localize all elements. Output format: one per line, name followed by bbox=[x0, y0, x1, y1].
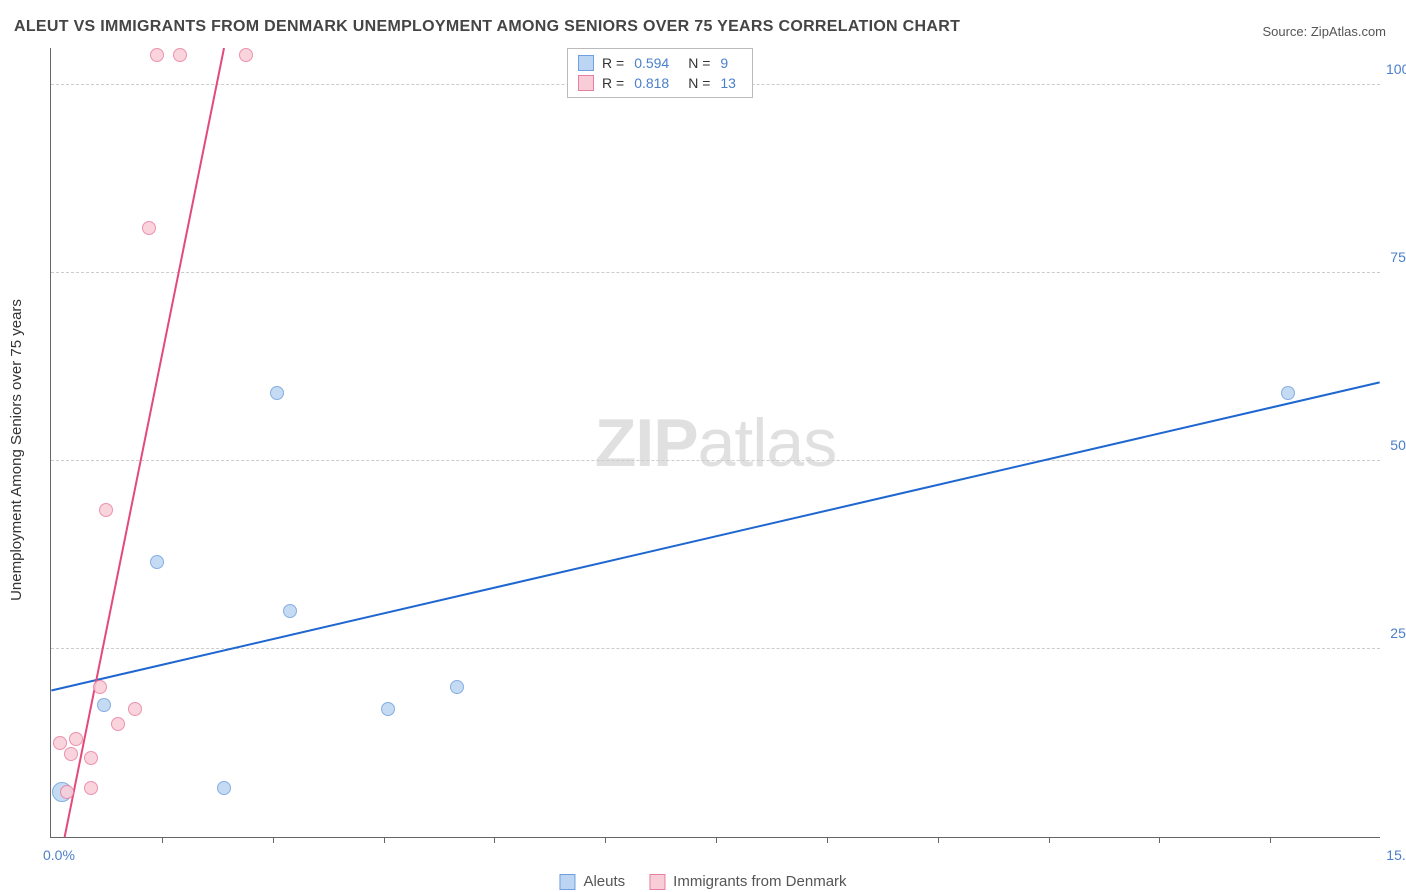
chart-plot-area: ZIPatlas 25.0%50.0%75.0%100.0%0.0%15.0% bbox=[50, 48, 1380, 838]
data-point bbox=[97, 698, 111, 712]
legend-r-value: 0.818 bbox=[634, 75, 680, 91]
data-point bbox=[128, 702, 142, 716]
y-tick-label: 50.0% bbox=[1386, 437, 1406, 453]
data-point bbox=[217, 781, 231, 795]
data-point bbox=[111, 717, 125, 731]
data-point bbox=[84, 751, 98, 765]
legend-n-value: 13 bbox=[720, 75, 742, 91]
legend-series: Aleuts Immigrants from Denmark bbox=[559, 873, 846, 890]
legend-r-label: R = bbox=[602, 55, 624, 71]
trend-line bbox=[65, 48, 224, 837]
x-tick bbox=[605, 837, 606, 843]
x-tick bbox=[1049, 837, 1050, 843]
legend-swatch bbox=[578, 55, 594, 71]
legend-swatch bbox=[649, 874, 665, 890]
data-point bbox=[173, 48, 187, 62]
data-point bbox=[239, 48, 253, 62]
x-tick bbox=[1270, 837, 1271, 843]
legend-n-label: N = bbox=[688, 75, 710, 91]
y-tick-label: 100.0% bbox=[1386, 61, 1406, 77]
data-point bbox=[1281, 386, 1295, 400]
x-tick bbox=[162, 837, 163, 843]
gridline bbox=[51, 272, 1380, 273]
x-tick bbox=[827, 837, 828, 843]
y-axis-label: Unemployment Among Seniors over 75 years bbox=[8, 299, 25, 601]
x-tick bbox=[494, 837, 495, 843]
trend-lines bbox=[51, 48, 1380, 837]
gridline bbox=[51, 648, 1380, 649]
data-point bbox=[93, 680, 107, 694]
x-tick-label: 0.0% bbox=[43, 847, 75, 863]
x-tick bbox=[384, 837, 385, 843]
watermark-bold: ZIP bbox=[595, 405, 698, 481]
data-point bbox=[53, 736, 67, 750]
watermark-rest: atlas bbox=[698, 405, 837, 481]
y-tick-label: 25.0% bbox=[1386, 625, 1406, 641]
x-tick bbox=[273, 837, 274, 843]
data-point bbox=[150, 555, 164, 569]
legend-series-item: Immigrants from Denmark bbox=[649, 873, 846, 890]
source-label: Source: ZipAtlas.com bbox=[1262, 24, 1386, 39]
x-tick bbox=[938, 837, 939, 843]
legend-n-label: N = bbox=[688, 55, 710, 71]
chart-title: ALEUT VS IMMIGRANTS FROM DENMARK UNEMPLO… bbox=[14, 18, 960, 36]
legend-series-item: Aleuts bbox=[559, 873, 625, 890]
data-point bbox=[283, 604, 297, 618]
watermark: ZIPatlas bbox=[595, 404, 836, 482]
data-point bbox=[69, 732, 83, 746]
legend-swatch bbox=[578, 75, 594, 91]
data-point bbox=[142, 221, 156, 235]
legend-row: R = 0.818 N = 13 bbox=[578, 73, 742, 93]
legend-series-name: Aleuts bbox=[583, 873, 625, 890]
legend-series-name: Immigrants from Denmark bbox=[673, 873, 846, 890]
data-point bbox=[60, 785, 74, 799]
legend-r-value: 0.594 bbox=[634, 55, 680, 71]
legend-correlation-box: R = 0.594 N = 9 R = 0.818 N = 13 bbox=[567, 48, 753, 98]
data-point bbox=[381, 702, 395, 716]
x-tick bbox=[716, 837, 717, 843]
legend-r-label: R = bbox=[602, 75, 624, 91]
x-tick-label: 15.0% bbox=[1386, 847, 1406, 863]
data-point bbox=[450, 680, 464, 694]
data-point bbox=[84, 781, 98, 795]
data-point bbox=[64, 747, 78, 761]
data-point bbox=[150, 48, 164, 62]
legend-swatch bbox=[559, 874, 575, 890]
gridline bbox=[51, 460, 1380, 461]
data-point bbox=[99, 503, 113, 517]
x-tick bbox=[1159, 837, 1160, 843]
y-tick-label: 75.0% bbox=[1386, 249, 1406, 265]
legend-n-value: 9 bbox=[720, 55, 742, 71]
data-point bbox=[270, 386, 284, 400]
legend-row: R = 0.594 N = 9 bbox=[578, 53, 742, 73]
trend-line bbox=[51, 382, 1379, 690]
